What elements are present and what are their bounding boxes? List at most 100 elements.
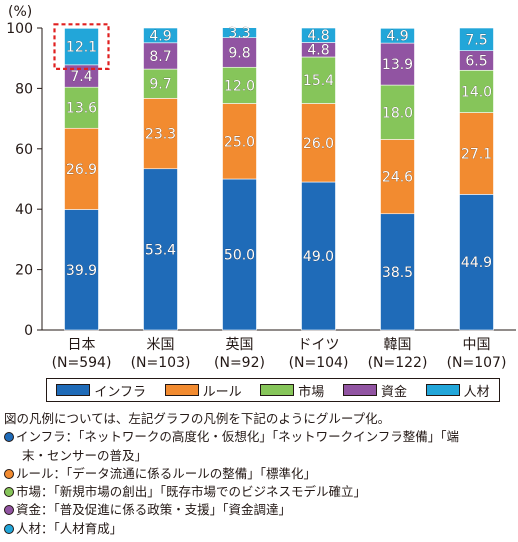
legend-label: 市場	[298, 384, 325, 400]
bar-segment-インフラ	[380, 213, 415, 331]
bar-segment-インフラ	[64, 209, 99, 331]
data-label: 50.0	[224, 248, 255, 264]
bar-segment-市場	[222, 66, 257, 104]
data-label: 26.0	[303, 136, 334, 152]
bar-segment-人材	[380, 28, 415, 44]
category-label: 米国	[147, 337, 175, 353]
chart-legend: インフラ ルール 市場 資金 人材	[46, 378, 500, 402]
legend-item-1: ルール	[164, 381, 242, 400]
legend-notes: 図の凡例については、左記グラフの凡例を下記のようにグループ化。 インフラ：「ネッ…	[4, 410, 516, 538]
category-sublabel: (N=103)	[131, 355, 191, 371]
bar-segment-市場	[380, 84, 415, 140]
category-sublabel: (N=104)	[289, 355, 349, 371]
note-text: 人材：「人材育成」	[16, 520, 123, 536]
data-label: 7.5	[465, 32, 487, 48]
bullet-icon	[4, 487, 14, 498]
category-sublabel: (N=594)	[52, 355, 112, 371]
note-text: 市場：「新規市場の創出」「既存市場でのビジネスモデル確立」	[16, 484, 367, 500]
bullet-icon	[4, 468, 14, 479]
data-label: 25.0	[224, 134, 255, 150]
note-text: 資金：「普及促進に係る政策・支援」「資金調達」	[16, 502, 292, 518]
data-label: 49.0	[303, 249, 334, 265]
data-label: 12.0	[224, 78, 255, 94]
legend-item-2: 市場	[260, 381, 324, 400]
note-item-4: 人材：「人材育成」	[4, 520, 516, 538]
data-label: 4.9	[149, 28, 171, 44]
data-label: 9.7	[149, 77, 171, 93]
data-label: 4.8	[307, 28, 329, 44]
legend-label: インフラ	[94, 384, 146, 400]
bar-segment-資金	[380, 42, 415, 86]
y-tick-label: 40	[15, 202, 33, 218]
data-label: 27.1	[461, 146, 492, 162]
bar-segment-ルール	[222, 103, 257, 180]
data-label: 13.9	[382, 57, 413, 73]
bullet-icon	[4, 523, 14, 534]
bar-segment-人材	[64, 28, 99, 66]
bar-segment-ルール	[301, 103, 336, 183]
legend-swatch	[342, 384, 377, 396]
category-label: 韓国	[384, 337, 412, 353]
data-label: 53.4	[145, 242, 176, 258]
legend-swatch	[425, 384, 460, 396]
bar-segment-インフラ	[459, 194, 494, 331]
category-label: 英国	[226, 336, 254, 353]
category-label: 中国	[463, 337, 491, 353]
bullet-icon	[4, 432, 14, 443]
category-label: 日本	[68, 337, 96, 353]
category-sublabel: (N=122)	[368, 355, 428, 371]
data-label: 38.5	[382, 265, 413, 281]
legend-label: 資金	[380, 384, 407, 400]
bar-segment-ルール	[459, 112, 494, 195]
note-text: ルール：「データ流通に係るルールの整備」「標準化」	[16, 465, 317, 481]
bar-segment-市場	[64, 86, 99, 129]
bar-segment-人材	[459, 27, 494, 51]
data-label: 24.6	[382, 170, 413, 186]
legend-item-4: 人材	[425, 381, 490, 400]
note-text-continued: 末・センサーの普及」	[22, 447, 148, 463]
data-label: 12.1	[66, 40, 97, 56]
data-label: 7.4	[70, 69, 92, 85]
data-label: 3.3	[228, 26, 250, 42]
legend-label: ルール	[202, 384, 242, 400]
data-label: 26.9	[66, 162, 97, 178]
data-label: 8.7	[149, 49, 171, 65]
bar-segment-人材	[222, 27, 257, 38]
data-label: 39.9	[66, 263, 97, 279]
data-label: 44.9	[461, 255, 492, 271]
category-label: ドイツ	[298, 337, 340, 353]
bar-segment-市場	[301, 56, 336, 104]
bar-segment-ルール	[64, 127, 99, 210]
y-tick-label: 80	[15, 81, 33, 97]
data-label: 6.5	[465, 53, 487, 69]
data-label: 13.6	[66, 101, 97, 117]
data-label: 4.9	[386, 29, 408, 45]
category-sublabel: (N=92)	[214, 355, 265, 371]
bar-segment-人材	[301, 27, 336, 43]
y-tick-label: 20	[15, 263, 33, 279]
data-label: 9.8	[228, 45, 250, 61]
note-item-0: インフラ：「ネットワークの高度化・仮想化」「ネットワークインフラ整備」「端	[4, 428, 516, 446]
data-label: 15.4	[303, 73, 334, 89]
stacked-bar-chart: (%) 0 20 40 60 80 100 39.9 26.9 13.6 7.4 12.1 日本 (N=5…	[6, 4, 516, 371]
bar-segment-インフラ	[222, 178, 257, 331]
note-item-1: ルール：「データ流通に係るルールの整備」「標準化」	[4, 465, 516, 483]
legend-swatch	[260, 384, 295, 396]
y-tick-label: 0	[24, 323, 33, 339]
y-tick-label: 60	[15, 142, 33, 158]
category-sublabel: (N=107)	[447, 355, 507, 371]
data-label: 14.0	[461, 84, 492, 100]
bar-segment-資金	[222, 37, 257, 68]
data-label: 18.0	[382, 105, 413, 121]
y-axis-unit: (%)	[8, 4, 32, 20]
legend-swatch	[56, 384, 91, 396]
legend-item-3: 資金	[342, 381, 407, 400]
data-label: 4.8	[307, 43, 329, 59]
bar-segment-人材	[143, 27, 178, 44]
legend-label: 人材	[463, 384, 490, 400]
legend-item-0: インフラ	[56, 381, 146, 400]
notes-intro: 図の凡例については、左記グラフの凡例を下記のようにグループ化。	[4, 411, 391, 426]
bar-segment-インフラ	[143, 168, 178, 331]
data-label: 23.3	[145, 127, 176, 143]
bullet-icon	[4, 505, 14, 516]
